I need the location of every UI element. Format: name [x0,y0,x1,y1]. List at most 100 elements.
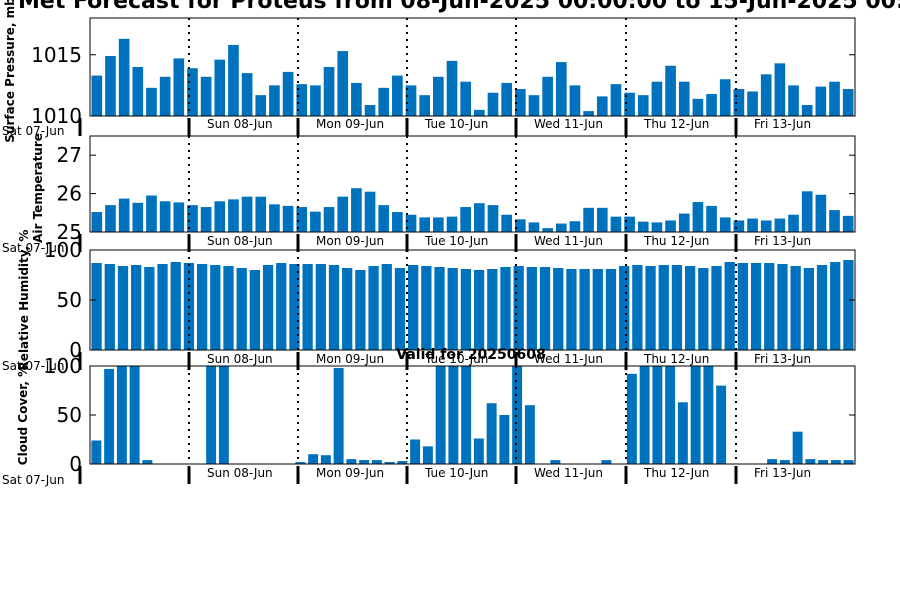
bar-3-26 [421,266,432,350]
x-tick-label: Fri 13-Jun [754,466,811,480]
bar-1-56 [842,89,854,116]
bar-4-10 [206,366,217,464]
bar-1-7 [173,58,185,116]
bar-1-41 [637,95,649,116]
bar-4-46 [665,366,676,464]
bar-4-48 [690,366,701,464]
bar-3-18 [315,264,326,350]
bar-4-44 [639,366,650,464]
bar-3-44 [658,265,669,350]
bar-1-31 [501,82,512,116]
bar-3-51 [750,263,762,350]
bar-3-58 [843,260,854,350]
bar-2-15 [282,205,294,232]
bar-3-47 [698,268,709,350]
bar-2-26 [433,217,444,232]
bar-4-34 [512,366,523,464]
bar-1-42 [651,81,663,116]
bar-2-22 [378,205,390,232]
bar-3-3 [117,266,129,350]
y-tick-label: 100 [44,238,82,262]
bar-2-41 [637,221,649,232]
bar-2-6 [159,201,171,232]
bar-1-3 [118,38,130,116]
bar-1-12 [241,73,253,117]
bar-3-52 [764,263,775,350]
bar-1-28 [460,81,471,116]
bar-4-23 [371,460,382,464]
figure-title: Met Forecast for Proteus from 08-Jun-202… [18,0,900,14]
bar-2-27 [446,216,458,232]
bar-3-22 [368,266,379,350]
x-tick-label: Thu 12-Jun [643,117,709,131]
bar-2-25 [419,217,431,232]
bar-3-28 [447,268,458,350]
bar-2-52 [788,214,799,232]
bar-1-10 [214,59,226,116]
x-tick-label: Wed 11-Jun [534,117,603,131]
bar-4-57 [805,459,816,464]
bar-4-43 [626,373,637,464]
bar-3-7 [170,262,181,350]
y-tick-label: 1010 [31,104,82,128]
bar-1-47 [719,79,731,116]
bar-3-5 [144,267,155,350]
bar-2-16 [296,207,308,232]
bar-1-6 [159,76,171,116]
bar-1-17 [310,85,321,117]
bar-4-26 [410,439,421,464]
bar-3-38 [579,269,590,350]
bar-2-55 [829,210,840,232]
bar-1-46 [706,93,717,116]
bar-4-19 [320,455,331,464]
bar-1-34 [542,76,553,116]
bar-1-18 [323,67,335,116]
bar-4-29 [448,366,459,464]
bar-2-4 [132,202,144,232]
bar-1-52 [788,85,799,117]
bar-1-22 [378,87,390,116]
bar-2-7 [173,202,185,232]
bar-3-41 [619,266,630,350]
bar-1-21 [364,104,376,116]
bar-1-55 [829,81,840,116]
bar-4-3 [116,366,127,464]
bar-2-30 [487,205,499,232]
bar-3-40 [605,269,617,350]
panel-subtitle: Valid for 20250608 [396,347,545,363]
bar-3-9 [196,264,208,350]
x-tick-label: Sun 08-Jun [207,117,273,131]
bar-4-55 [779,460,790,464]
bar-2-47 [719,217,731,232]
bar-3-21 [355,270,366,350]
bar-2-40 [624,216,635,232]
bar-3-2 [104,264,115,350]
bar-4-35 [524,405,535,464]
bar-2-28 [460,207,471,232]
plot-frame [89,17,856,117]
x-tick-label: Tue 10-Jun [424,466,488,480]
bar-4-54 [767,459,778,464]
y-tick-label: 1015 [31,43,82,67]
bar-1-23 [392,75,403,116]
y-axis-label: Air Temperature [31,133,45,243]
bar-1-11 [228,44,239,117]
bar-3-16 [289,264,300,350]
x-tick-label: Sat 07-Jun [2,473,65,487]
bar-1-29 [474,109,485,117]
bar-1-48 [733,89,745,116]
bar-3-37 [566,269,577,350]
bar-3-25 [408,265,419,350]
bar-2-5 [146,195,157,232]
bar-4-25 [397,461,408,464]
bar-4-33 [499,415,510,464]
bar-1-44 [678,81,690,116]
y-tick-label: 27 [57,143,82,167]
x-tick-label: Mon 09-Jun [316,352,384,366]
bar-1-4 [132,67,144,116]
bar-2-44 [678,213,690,232]
bar-1-43 [665,65,676,116]
bar-1-8 [187,68,198,116]
bar-4-17 [295,462,306,464]
